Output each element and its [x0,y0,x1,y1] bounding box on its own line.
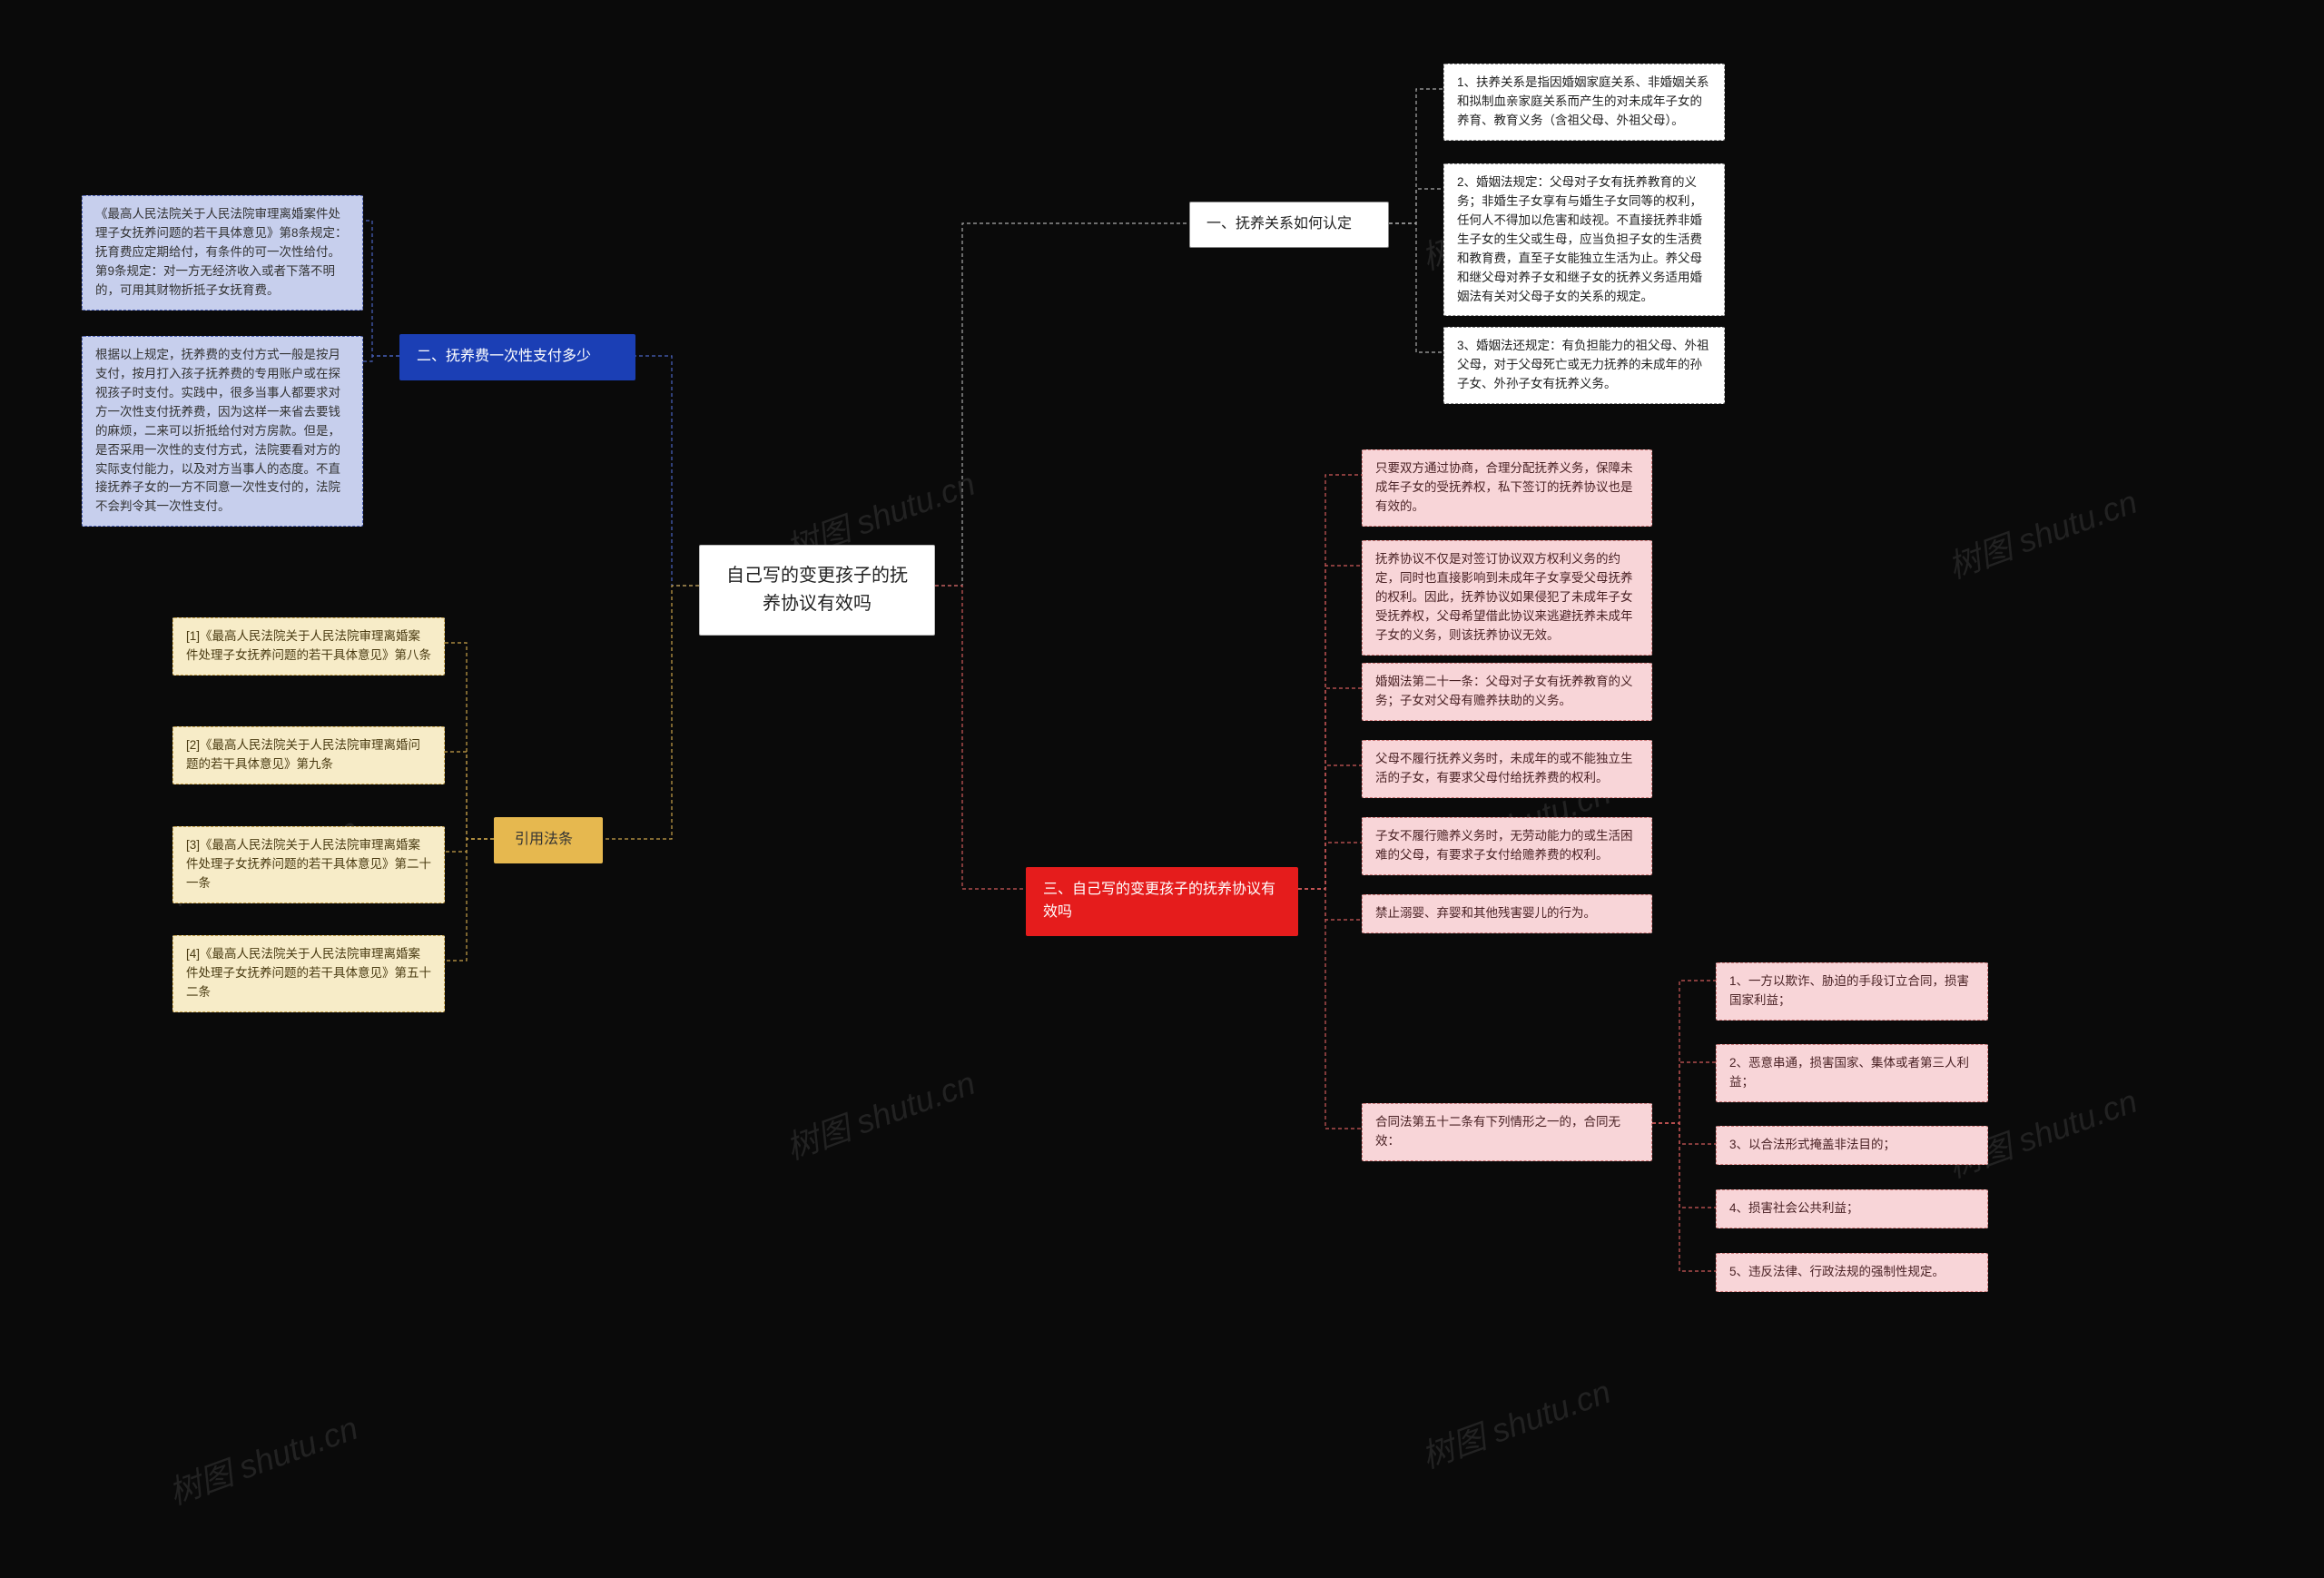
leaf-text: 1、一方以欺诈、胁迫的手段订立合同，损害国家利益； [1716,962,1988,1021]
leaf-text: 1、扶养关系是指因婚姻家庭关系、非婚姻关系和拟制血亲家庭关系而产生的对未成年子女… [1443,64,1725,141]
leaf-text: 4、损害社会公共利益； [1716,1189,1988,1228]
leaf-text: [3]《最高人民法院关于人民法院审理离婚案件处理子女抚养问题的若干具体意见》第二… [172,826,445,903]
leaf-node[interactable]: [2]《最高人民法院关于人民法院审理离婚问题的若干具体意见》第九条 [172,726,445,784]
leaf-text: 《最高人民法院关于人民法院审理离婚案件处理子女抚养问题的若干具体意见》第8条规定… [82,195,363,311]
branch-head[interactable]: 三、自己写的变更孩子的抚养协议有效吗 [1026,867,1298,936]
leaf-node[interactable]: 2、婚姻法规定：父母对子女有抚养教育的义务；非婚生子女享有与婚生子女同等的权利，… [1443,163,1725,316]
leaf-text: 3、婚姻法还规定：有负担能力的祖父母、外祖父母，对于父母死亡或无力抚养的未成年的… [1443,327,1725,404]
leaf-node[interactable]: 抚养协议不仅是对签订协议双方权利义务的约定，同时也直接影响到未成年子女享受父母抚… [1362,540,1652,656]
leaf-text: 3、以合法形式掩盖非法目的； [1716,1126,1988,1165]
branch-head[interactable]: 一、抚养关系如何认定 [1189,202,1389,248]
leaf-text: 父母不履行抚养义务时，未成年的或不能独立生活的子女，有要求父母付给抚养费的权利。 [1362,740,1652,798]
leaf-node[interactable]: 只要双方通过协商，合理分配抚养义务，保障未成年子女的受抚养权，私下签订的抚养协议… [1362,449,1652,527]
leaf-node[interactable]: [3]《最高人民法院关于人民法院审理离婚案件处理子女抚养问题的若干具体意见》第二… [172,826,445,903]
leaf-text: 根据以上规定，抚养费的支付方式一般是按月支付，按月打入孩子抚养费的专用账户或在探… [82,336,363,527]
leaf-text: 合同法第五十二条有下列情形之一的，合同无效： [1362,1103,1652,1161]
watermark: 树图 shutu.cn [162,1402,364,1514]
leaf-text: 子女不履行赡养义务时，无劳动能力的或生活困难的父母，有要求子女付给赡养费的权利。 [1362,817,1652,875]
sub-leaf-node[interactable]: 5、违反法律、行政法规的强制性规定。 [1716,1253,1988,1292]
leaf-node[interactable]: 3、婚姻法还规定：有负担能力的祖父母、外祖父母，对于父母死亡或无力抚养的未成年的… [1443,327,1725,404]
sub-leaf-node[interactable]: 4、损害社会公共利益； [1716,1189,1988,1228]
branch-head[interactable]: 二、抚养费一次性支付多少 [399,334,635,380]
leaf-text: 婚姻法第二十一条：父母对子女有抚养教育的义务；子女对父母有赡养扶助的义务。 [1362,663,1652,721]
leaf-text: 抚养协议不仅是对签订协议双方权利义务的约定，同时也直接影响到未成年子女享受父母抚… [1362,540,1652,656]
leaf-text: 只要双方通过协商，合理分配抚养义务，保障未成年子女的受抚养权，私下签订的抚养协议… [1362,449,1652,527]
leaf-text: 5、违反法律、行政法规的强制性规定。 [1716,1253,1988,1292]
leaf-node[interactable]: 1、扶养关系是指因婚姻家庭关系、非婚姻关系和拟制血亲家庭关系而产生的对未成年子女… [1443,64,1725,141]
leaf-node[interactable]: [4]《最高人民法院关于人民法院审理离婚案件处理子女抚养问题的若干具体意见》第五… [172,935,445,1012]
leaf-text: 2、恶意串通，损害国家、集体或者第三人利益； [1716,1044,1988,1102]
leaf-node[interactable]: 子女不履行赡养义务时，无劳动能力的或生活困难的父母，有要求子女付给赡养费的权利。 [1362,817,1652,875]
root-node[interactable]: 自己写的变更孩子的抚养协议有效吗 [699,545,935,636]
leaf-node[interactable]: [1]《最高人民法院关于人民法院审理离婚案件处理子女抚养问题的若干具体意见》第八… [172,617,445,676]
leaf-node[interactable]: 父母不履行抚养义务时，未成年的或不能独立生活的子女，有要求父母付给抚养费的权利。 [1362,740,1652,798]
sub-leaf-node[interactable]: 1、一方以欺诈、胁迫的手段订立合同，损害国家利益； [1716,962,1988,1021]
sub-leaf-node[interactable]: 2、恶意串通，损害国家、集体或者第三人利益； [1716,1044,1988,1102]
branch-head[interactable]: 引用法条 [494,817,603,863]
sub-leaf-node[interactable]: 3、以合法形式掩盖非法目的； [1716,1126,1988,1165]
leaf-text: [4]《最高人民法院关于人民法院审理离婚案件处理子女抚养问题的若干具体意见》第五… [172,935,445,1012]
watermark: 树图 shutu.cn [1941,476,2143,587]
leaf-node[interactable]: 《最高人民法院关于人民法院审理离婚案件处理子女抚养问题的若干具体意见》第8条规定… [82,195,363,311]
leaf-node[interactable]: 婚姻法第二十一条：父母对子女有抚养教育的义务；子女对父母有赡养扶助的义务。 [1362,663,1652,721]
watermark: 树图 shutu.cn [779,1057,981,1169]
leaf-text: [1]《最高人民法院关于人民法院审理离婚案件处理子女抚养问题的若干具体意见》第八… [172,617,445,676]
leaf-node[interactable]: 禁止溺婴、弃婴和其他残害婴儿的行为。 [1362,894,1652,933]
leaf-text: 禁止溺婴、弃婴和其他残害婴儿的行为。 [1362,894,1652,933]
leaf-node[interactable]: 合同法第五十二条有下列情形之一的，合同无效： [1362,1103,1652,1161]
leaf-text: 2、婚姻法规定：父母对子女有抚养教育的义务；非婚生子女享有与婚生子女同等的权利，… [1443,163,1725,316]
leaf-node[interactable]: 根据以上规定，抚养费的支付方式一般是按月支付，按月打入孩子抚养费的专用账户或在探… [82,336,363,527]
watermark: 树图 shutu.cn [1414,1366,1617,1477]
leaf-text: [2]《最高人民法院关于人民法院审理离婚问题的若干具体意见》第九条 [172,726,445,784]
